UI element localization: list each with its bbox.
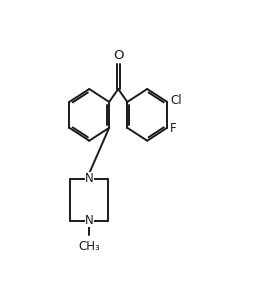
Text: F: F [170, 122, 177, 135]
Text: N: N [85, 214, 94, 227]
Text: CH₃: CH₃ [78, 240, 100, 253]
Text: N: N [85, 173, 94, 185]
Text: Cl: Cl [170, 94, 182, 107]
Text: O: O [113, 48, 124, 62]
